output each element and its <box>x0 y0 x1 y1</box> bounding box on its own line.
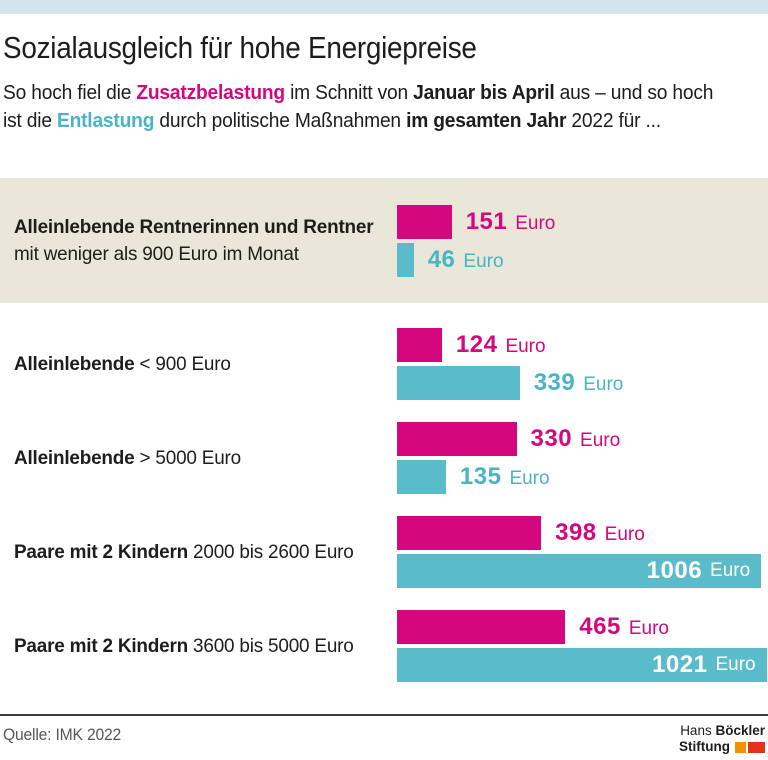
burden-bar <box>397 610 566 644</box>
row-label: Alleinlebende Rentnerinnen und Rentner m… <box>14 205 374 277</box>
relief-keyword: Entlastung <box>56 110 155 132</box>
burden-bar <box>397 328 442 362</box>
footer-divider <box>0 714 768 716</box>
bar-group: 465 Euro 1021 Euro <box>397 610 767 686</box>
bar-group: 398 Euro 1006 Euro <box>397 516 762 592</box>
category-row: Paare mit 2 Kindern 2000 bis 2600 Euro 3… <box>0 516 768 588</box>
publisher-logo: Hans Böckler Stiftung <box>679 723 765 755</box>
relief-bar: 1021 Euro <box>397 648 767 682</box>
row-label-rest: < 900 Euro <box>134 352 231 375</box>
bar-group: 124 Euro 339 Euro <box>397 328 623 404</box>
row-label-bold: Alleinlebende <box>14 352 135 375</box>
row-label: Alleinlebende < 900 Euro <box>14 328 231 400</box>
burden-bar <box>397 422 517 456</box>
row-label-bold: Alleinlebende <box>14 446 135 469</box>
burden-bar <box>397 516 542 550</box>
row-label-bold: Paare mit 2 Kindern <box>14 540 188 563</box>
relief-value-label: 1006 Euro <box>646 557 751 584</box>
row-label: Alleinlebende > 5000 Euro <box>14 422 241 494</box>
burden-value-label: 398 Euro <box>555 519 645 546</box>
relief-value-label: 46 Euro <box>427 246 504 273</box>
burden-keyword: Zusatzbelastung <box>136 82 285 104</box>
row-label-rest: 2000 bis 2600 Euro <box>187 540 354 563</box>
row-label-line1: Paare mit 2 Kindern 3600 bis 5000 Euro <box>14 633 354 660</box>
relief-value-label: 1021 Euro <box>652 651 756 678</box>
subtitle-text: 2022 für ... <box>566 110 661 132</box>
relief-bar <box>397 366 520 400</box>
relief-bar: 1006 Euro <box>397 554 762 588</box>
category-row: Alleinlebende < 900 Euro 124 Euro 339 Euro <box>0 328 768 400</box>
row-label-line1: Alleinlebende < 900 Euro <box>14 351 231 378</box>
subtitle-line-2: ist die Entlastung durch politische Maßn… <box>3 107 713 135</box>
logo-text-bold: Stiftung <box>679 739 730 754</box>
category-row: Alleinlebende > 5000 Euro 330 Euro 135 Eur… <box>0 422 768 494</box>
relief-value-label: 135 Euro <box>459 463 550 490</box>
subtitle-text: ist die <box>3 110 57 132</box>
page-title: Sozialausgleich für hohe Energiepreise <box>3 30 477 65</box>
logo-line1: Hans Böckler <box>679 723 765 739</box>
highlight-band <box>0 178 768 303</box>
logo-text-bold: Böckler <box>715 723 765 738</box>
logo-text-regular: Hans <box>680 723 712 738</box>
subtitle: So hoch fiel die Zusatzbelastung im Schn… <box>3 79 713 135</box>
subtitle-text: So hoch fiel die <box>3 82 137 104</box>
logo-square-red-icon <box>748 741 765 753</box>
burden-value-label: 330 Euro <box>530 425 621 452</box>
top-accent-bar <box>0 0 768 14</box>
row-label-line1: Paare mit 2 Kindern 2000 bis 2600 Euro <box>14 539 354 566</box>
row-label: Paare mit 2 Kindern 2000 bis 2600 Euro <box>14 516 354 588</box>
subtitle-text: aus – und so hoch <box>554 82 714 104</box>
category-row: Alleinlebende Rentnerinnen und Rentner m… <box>0 205 768 277</box>
period-keyword: Januar bis April <box>413 82 555 104</box>
burden-value-label: 124 Euro <box>455 331 546 358</box>
row-label: Paare mit 2 Kindern 3600 bis 5000 Euro <box>14 610 354 682</box>
subtitle-text: im Schnitt von <box>284 82 414 104</box>
row-label-rest: 3600 bis 5000 Euro <box>187 634 354 657</box>
row-label-bold: Paare mit 2 Kindern <box>14 634 188 657</box>
relief-bar <box>397 460 446 494</box>
source-note: Quelle: IMK 2022 <box>3 726 122 744</box>
row-label-rest: > 5000 Euro <box>134 446 242 469</box>
burden-value-label: 465 Euro <box>579 613 669 640</box>
relief-value-label: 339 Euro <box>533 369 624 396</box>
category-row: Paare mit 2 Kindern 3600 bis 5000 Euro 4… <box>0 610 768 682</box>
subtitle-text: durch politische Maßnahmen <box>154 110 407 132</box>
row-label-line2: mit weniger als 900 Euro im Monat <box>14 243 299 265</box>
subtitle-line-1: So hoch fiel die Zusatzbelastung im Schn… <box>3 79 713 107</box>
row-label-bold: Alleinlebende Rentnerinnen und Rentner <box>14 216 374 238</box>
relief-bar <box>397 243 414 277</box>
logo-square-orange-icon <box>735 741 746 753</box>
logo-line2: Stiftung <box>679 739 765 755</box>
period-keyword: im gesamten Jahr <box>406 110 567 132</box>
bar-group: 330 Euro 135 Euro <box>397 422 620 498</box>
row-label-line1: Alleinlebende Rentnerinnen und Rentner <box>14 214 374 241</box>
row-label-line1: Alleinlebende > 5000 Euro <box>14 445 241 472</box>
burden-bar <box>397 205 452 239</box>
bar-group: 151 Euro 46 Euro <box>397 205 555 281</box>
burden-value-label: 151 Euro <box>465 208 556 235</box>
